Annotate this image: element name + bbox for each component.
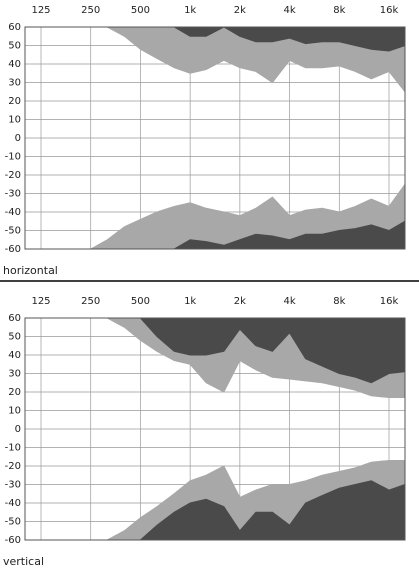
y-tick-label: 40 <box>8 350 21 361</box>
plot-frame <box>24 26 406 250</box>
y-tick-label: 60 <box>8 22 21 33</box>
y-tick-label: -20 <box>5 170 21 181</box>
area <box>139 480 406 541</box>
chart-title: vertical <box>3 555 44 568</box>
x-tick-label: 8k <box>333 5 345 16</box>
x-tick-label: 4k <box>283 5 295 16</box>
x-tick-label: 1k <box>184 5 196 16</box>
y-tick-label: -40 <box>5 498 21 509</box>
y-tick-label: -40 <box>5 207 21 218</box>
y-tick-label: 50 <box>8 332 21 343</box>
y-tick-label: 10 <box>8 115 21 126</box>
y-tick-label: -50 <box>5 226 21 237</box>
x-tick-label: 2k <box>234 296 246 307</box>
area <box>172 220 406 250</box>
y-tick-label: 20 <box>8 96 21 107</box>
x-tick-label: 500 <box>131 296 150 307</box>
x-tick-label: 8k <box>333 296 345 307</box>
y-tick-label: -30 <box>5 189 21 200</box>
y-tick-label: 0 <box>15 424 21 435</box>
y-tick-label: -60 <box>5 244 21 255</box>
x-tick-label: 250 <box>81 296 100 307</box>
y-tick-label: 10 <box>8 406 21 417</box>
y-tick-label: -50 <box>5 517 21 528</box>
area <box>107 26 406 94</box>
x-tick-label: 16k <box>380 5 399 16</box>
y-tick-label: 60 <box>8 313 21 324</box>
x-tick-label: 125 <box>31 296 50 307</box>
plot-frame <box>24 317 406 541</box>
x-tick-label: 1k <box>184 296 196 307</box>
y-tick-label: 20 <box>8 387 21 398</box>
y-tick-label: -10 <box>5 443 21 454</box>
x-tick-label: 16k <box>380 296 399 307</box>
y-tick-label: 40 <box>8 59 21 70</box>
area <box>172 26 406 52</box>
y-tick-label: 0 <box>15 133 21 144</box>
area <box>139 317 406 384</box>
x-tick-label: 250 <box>81 5 100 16</box>
x-tick-label: 125 <box>31 5 50 16</box>
y-tick-label: 50 <box>8 41 21 52</box>
x-tick-label: 500 <box>131 5 150 16</box>
y-tick-label: 30 <box>8 369 21 380</box>
x-tick-label: 4k <box>283 296 295 307</box>
x-tick-label: 2k <box>234 5 246 16</box>
y-tick-label: -20 <box>5 461 21 472</box>
chart-title: horizontal <box>3 264 58 277</box>
y-tick-label: 30 <box>8 78 21 89</box>
y-tick-label: -30 <box>5 480 21 491</box>
y-tick-label: -60 <box>5 535 21 546</box>
y-tick-label: -10 <box>5 152 21 163</box>
